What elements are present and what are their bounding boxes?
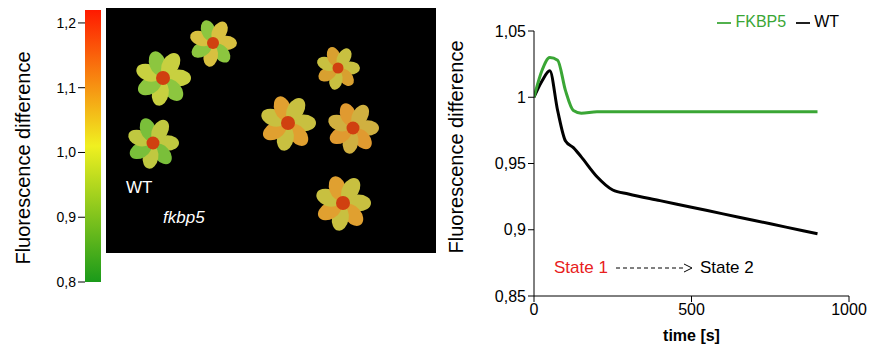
svg-text:time [s]: time [s]	[663, 327, 720, 344]
svg-text:0: 0	[530, 301, 539, 318]
html-text:State 2: State 2	[699, 258, 754, 277]
svg-text:1,05: 1,05	[495, 23, 526, 40]
svg-text:1,2: 1,2	[57, 15, 77, 31]
html-text:State 1: State 1	[554, 258, 608, 277]
svg-text:0,9: 0,9	[57, 209, 77, 225]
svg-text:Fluorescence difference: Fluorescence difference	[445, 40, 467, 253]
svg-text:0,8: 0,8	[57, 274, 77, 290]
svg-text:1,1: 1,1	[57, 80, 77, 96]
svg-text:0,95: 0,95	[495, 155, 526, 172]
html-text:FKBP5: FKBP5	[735, 13, 787, 30]
svg-text:0,9: 0,9	[504, 221, 526, 238]
svg-text:WT: WT	[126, 178, 152, 197]
svg-text:1,0: 1,0	[57, 144, 77, 160]
svg-text:fkbp5: fkbp5	[163, 208, 205, 227]
svg-text:Fluorescence difference: Fluorescence difference	[12, 51, 34, 264]
svg-text:1000: 1000	[831, 301, 867, 318]
svg-text:1: 1	[517, 89, 526, 106]
svg-text:0,85: 0,85	[495, 288, 526, 305]
html-text:WT: WT	[814, 13, 839, 30]
svg-text:500: 500	[678, 301, 705, 318]
